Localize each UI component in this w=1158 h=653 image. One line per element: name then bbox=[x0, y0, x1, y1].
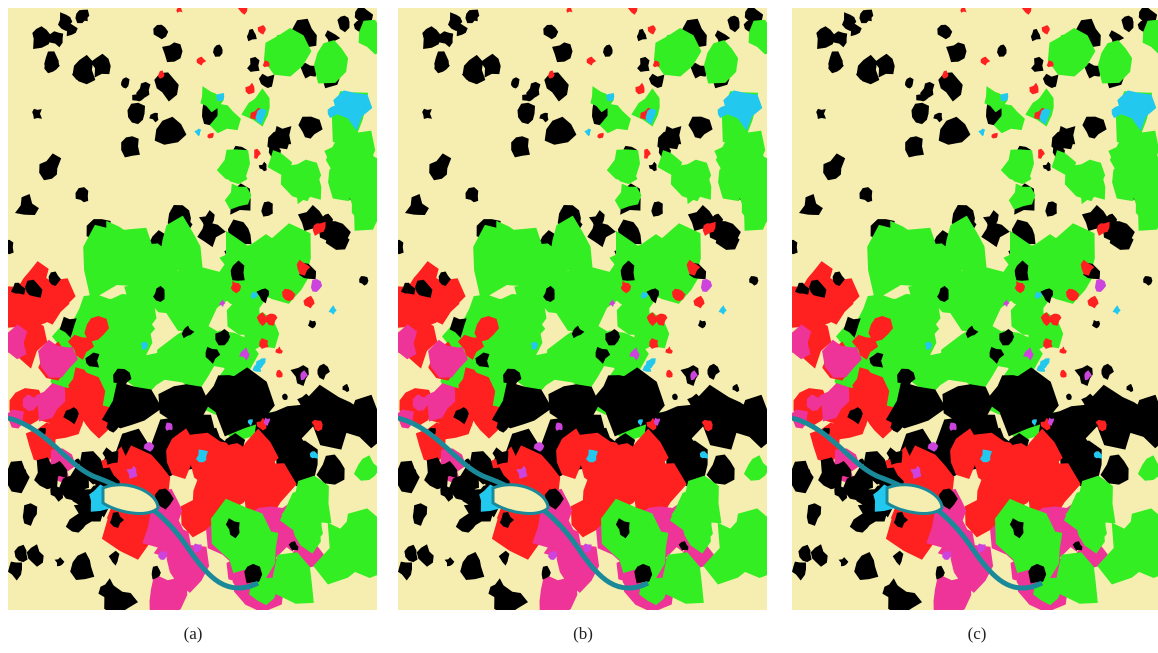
figure: (a) (b) (c) bbox=[0, 0, 1158, 653]
panel-label: (b) bbox=[523, 624, 643, 644]
panel-label: (c) bbox=[917, 624, 1037, 644]
map-panel-a bbox=[0, 0, 397, 624]
map-panel-c bbox=[784, 0, 1158, 624]
map-panel-b bbox=[390, 0, 787, 624]
panel-label: (a) bbox=[133, 624, 253, 644]
maps bbox=[0, 0, 1158, 653]
